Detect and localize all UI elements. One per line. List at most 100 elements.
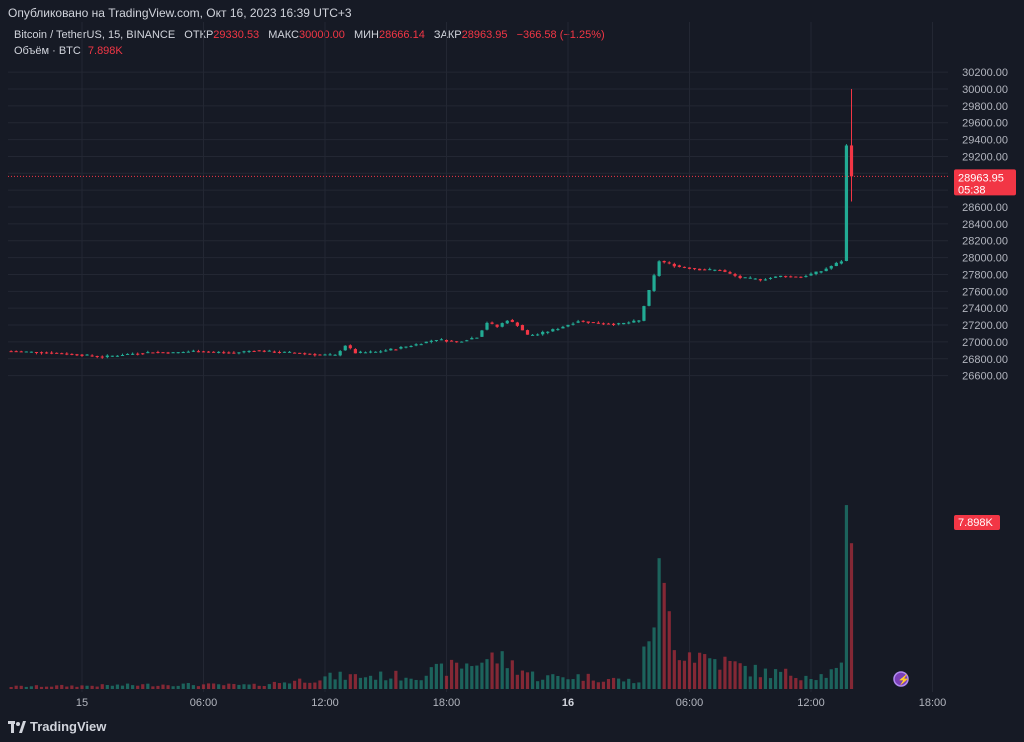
- candle-body: [794, 276, 798, 278]
- candle-body: [728, 272, 732, 274]
- volume-bar: [814, 680, 818, 689]
- volume-bar: [242, 684, 246, 689]
- candle-body: [44, 352, 49, 354]
- volume-bar: [181, 683, 185, 689]
- candle-body: [692, 268, 697, 270]
- candle-body: [546, 331, 550, 333]
- volume-bar: [85, 685, 89, 689]
- volume-bar: [75, 686, 79, 689]
- candle-body: [632, 320, 636, 323]
- candle-body: [571, 323, 575, 325]
- volume-bar: [277, 683, 282, 689]
- candle-body: [343, 345, 347, 351]
- candle-body: [394, 349, 398, 351]
- candle-body: [115, 355, 120, 357]
- volume-bar: [804, 675, 808, 689]
- candle-body: [262, 350, 266, 352]
- candle-body: [257, 350, 261, 352]
- candle-body: [561, 326, 565, 329]
- published-header: Опубликовано на TradingView.com, Окт 16,…: [8, 6, 352, 20]
- volume-bar: [24, 686, 28, 689]
- candle-body: [282, 351, 287, 353]
- candle-body: [844, 145, 849, 261]
- volume-bar: [161, 684, 165, 689]
- low-label: МИН: [353, 29, 379, 41]
- candle-body: [824, 268, 828, 272]
- volume-bar: [333, 679, 337, 689]
- candle-body: [151, 352, 155, 354]
- y-tick-label: 27000.00: [962, 337, 1008, 349]
- candle-body: [591, 322, 595, 324]
- candle-body: [662, 260, 666, 263]
- volume-bar: [50, 686, 54, 689]
- lightning-icon[interactable]: ⚡: [893, 671, 910, 687]
- candle-body: [480, 330, 484, 337]
- volume-bar: [110, 685, 114, 689]
- candle-body: [723, 270, 727, 272]
- volume-bar: [728, 660, 732, 689]
- candle-body: [313, 354, 317, 356]
- candle-body: [617, 323, 621, 325]
- candle-body: [576, 321, 580, 323]
- candle-body: [374, 351, 378, 353]
- volume-bar: [546, 675, 550, 689]
- candle-body: [460, 341, 464, 343]
- volume-bar: [272, 681, 276, 689]
- volume-bar: [779, 671, 783, 689]
- volume-bar: [247, 684, 251, 689]
- volume-bar: [703, 654, 707, 689]
- volume-bar: [586, 673, 590, 689]
- y-tick-label: 27600.00: [962, 286, 1008, 298]
- volume-bar: [449, 659, 454, 689]
- candle-body: [414, 344, 418, 346]
- candle-body: [318, 354, 322, 356]
- candle-body: [708, 269, 712, 271]
- candle-body: [277, 352, 282, 354]
- candle-body: [186, 351, 190, 353]
- candle-body: [804, 276, 808, 278]
- volume-bar: [723, 656, 727, 689]
- tradingview-logo[interactable]: TradingView: [8, 719, 106, 734]
- price-axis[interactable]: 30200.00 30000.00 29800.00 29600.00 29400.00…: [962, 67, 1008, 382]
- volume-bar: [632, 683, 636, 689]
- candle-body: [485, 322, 489, 330]
- candle-body: [146, 352, 150, 354]
- candle-body: [495, 324, 499, 327]
- volume-bar: [758, 677, 762, 689]
- candle-body: [627, 322, 631, 324]
- y-tick-label: 27400.00: [962, 303, 1008, 315]
- volume-bar: [232, 683, 236, 689]
- candle-body: [515, 322, 519, 326]
- volume-badge-value: 7.898K: [958, 517, 994, 529]
- candle-body: [65, 353, 69, 355]
- volume-bar: [120, 685, 125, 689]
- volume-bar: [141, 684, 145, 689]
- volume-bar: [596, 682, 600, 689]
- candle-body: [191, 350, 195, 352]
- candle-body: [308, 353, 312, 355]
- volume-bar: [773, 669, 778, 689]
- candle-body: [839, 261, 843, 264]
- volume-bar: [485, 659, 489, 689]
- volume-bar: [622, 681, 626, 689]
- candle-body: [55, 352, 59, 354]
- time-axis[interactable]: 15 06:00 12:00 18:00 16 06:00 12:00 18:00: [76, 697, 946, 709]
- volume-bar: [829, 669, 833, 689]
- candle-body: [171, 352, 175, 354]
- y-tick-label: 26600.00: [962, 371, 1008, 383]
- volume-bar: [237, 684, 241, 689]
- candle-body: [581, 320, 585, 322]
- x-tick-label: 16: [562, 697, 574, 709]
- volume-bar: [571, 679, 575, 689]
- volume-bar: [105, 685, 109, 689]
- volume-bar: [525, 672, 530, 689]
- open-value: 29330.53: [213, 29, 260, 41]
- volume-bar: [206, 683, 211, 689]
- volume-bar: [799, 680, 803, 689]
- high-value: 30000.00: [298, 29, 345, 41]
- volume-bar: [95, 686, 99, 689]
- volume-bar: [282, 682, 287, 689]
- candle-body: [829, 266, 833, 269]
